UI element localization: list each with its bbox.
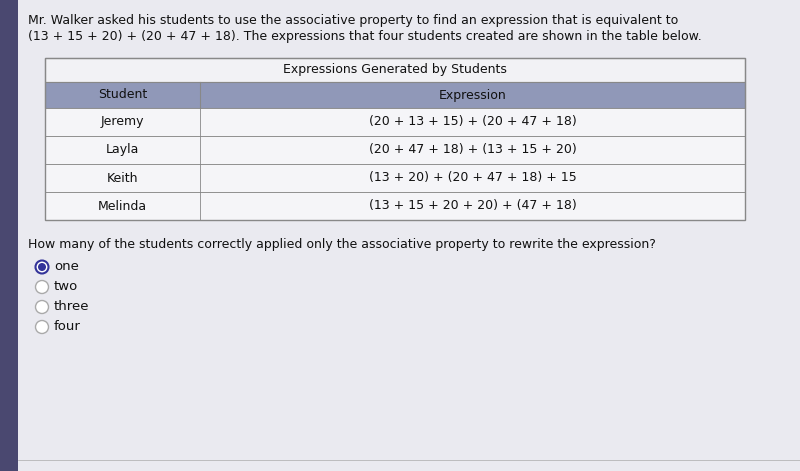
Text: Mr. Walker asked his students to use the associative property to find an express: Mr. Walker asked his students to use the…	[28, 14, 678, 27]
Text: (13 + 15 + 20 + 20) + (47 + 18): (13 + 15 + 20 + 20) + (47 + 18)	[369, 200, 576, 212]
Text: Expression: Expression	[438, 89, 506, 101]
Bar	[45, 192, 745, 220]
Text: Layla: Layla	[106, 144, 139, 156]
Text: Melinda: Melinda	[98, 200, 147, 212]
Text: (13 + 15 + 20) + (20 + 47 + 18). The expressions that four students created are : (13 + 15 + 20) + (20 + 47 + 18). The exp…	[28, 30, 702, 43]
Text: three: three	[54, 300, 90, 314]
Text: four: four	[54, 320, 81, 333]
Bar	[0, 0, 18, 471]
Text: (20 + 47 + 18) + (13 + 15 + 20): (20 + 47 + 18) + (13 + 15 + 20)	[369, 144, 576, 156]
Text: Jeremy: Jeremy	[101, 115, 144, 129]
Text: Student: Student	[98, 89, 147, 101]
Text: one: one	[54, 260, 79, 274]
Text: Keith: Keith	[106, 171, 138, 185]
Text: (13 + 20) + (20 + 47 + 18) + 15: (13 + 20) + (20 + 47 + 18) + 15	[369, 171, 576, 185]
Text: Expressions Generated by Students: Expressions Generated by Students	[283, 64, 507, 76]
Circle shape	[38, 263, 46, 271]
Circle shape	[35, 281, 49, 293]
Bar	[45, 164, 745, 192]
Text: two: two	[54, 281, 78, 293]
Bar	[45, 58, 745, 220]
Bar	[45, 82, 745, 108]
Text: How many of the students correctly applied only the associative property to rewr: How many of the students correctly appli…	[28, 238, 656, 251]
Circle shape	[35, 320, 49, 333]
Circle shape	[35, 260, 49, 274]
Bar	[45, 58, 745, 82]
Circle shape	[35, 300, 49, 314]
Bar	[45, 108, 745, 136]
Text: (20 + 13 + 15) + (20 + 47 + 18): (20 + 13 + 15) + (20 + 47 + 18)	[369, 115, 576, 129]
Bar	[45, 136, 745, 164]
